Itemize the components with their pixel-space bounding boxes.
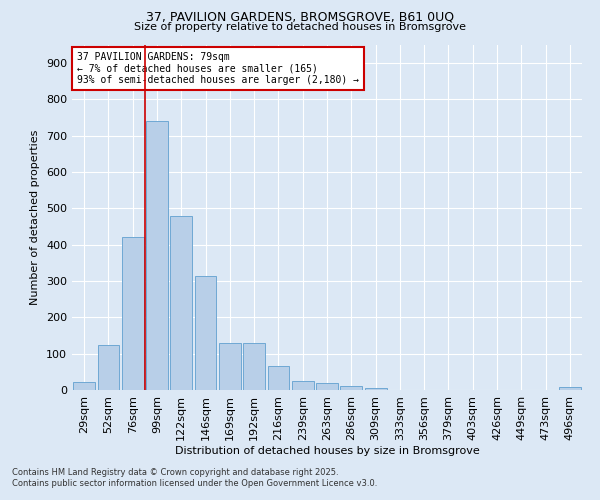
Bar xyxy=(194,276,217,390)
Bar xyxy=(268,366,289,390)
X-axis label: Distribution of detached houses by size in Bromsgrove: Distribution of detached houses by size … xyxy=(175,446,479,456)
Bar xyxy=(122,238,143,390)
Bar xyxy=(170,216,192,390)
Bar xyxy=(73,382,95,390)
Text: Contains HM Land Registry data © Crown copyright and database right 2025.
Contai: Contains HM Land Registry data © Crown c… xyxy=(12,468,377,487)
Text: Size of property relative to detached houses in Bromsgrove: Size of property relative to detached ho… xyxy=(134,22,466,32)
Bar xyxy=(340,386,362,390)
Y-axis label: Number of detached properties: Number of detached properties xyxy=(31,130,40,305)
Bar xyxy=(243,343,265,390)
Bar xyxy=(292,381,314,390)
Text: 37, PAVILION GARDENS, BROMSGROVE, B61 0UQ: 37, PAVILION GARDENS, BROMSGROVE, B61 0U… xyxy=(146,11,454,24)
Bar xyxy=(316,382,338,390)
Bar xyxy=(365,388,386,390)
Bar xyxy=(219,343,241,390)
Bar xyxy=(559,387,581,390)
Bar xyxy=(97,344,119,390)
Text: 37 PAVILION GARDENS: 79sqm
← 7% of detached houses are smaller (165)
93% of semi: 37 PAVILION GARDENS: 79sqm ← 7% of detac… xyxy=(77,52,359,85)
Bar xyxy=(146,122,168,390)
